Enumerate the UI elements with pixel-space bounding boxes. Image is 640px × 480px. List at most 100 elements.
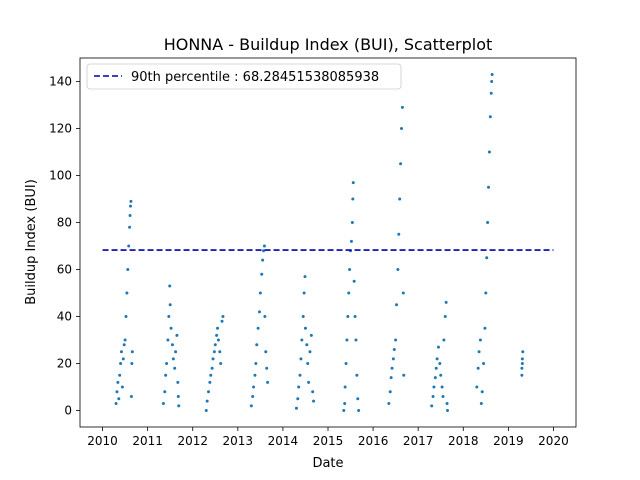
data-point	[401, 291, 405, 295]
data-point	[251, 394, 255, 398]
data-point	[520, 366, 524, 370]
data-point	[441, 394, 445, 398]
x-tick-label: 2016	[358, 434, 389, 448]
data-point	[350, 221, 354, 225]
data-point	[125, 291, 129, 295]
data-point	[210, 366, 214, 370]
data-point	[218, 350, 222, 354]
data-point	[258, 291, 262, 295]
data-point	[488, 115, 492, 119]
data-point	[254, 362, 258, 366]
data-point	[129, 199, 133, 203]
legend-box	[86, 63, 402, 90]
data-point	[399, 162, 403, 166]
data-point	[308, 350, 312, 354]
data-point	[487, 150, 491, 154]
data-point	[351, 181, 355, 185]
x-axis: 2010 2011 2012 2013 2014 2015 2016 2017 2018 2019…	[87, 427, 569, 448]
data-point	[212, 350, 216, 354]
data-point	[126, 268, 130, 272]
data-point	[207, 390, 211, 394]
data-point	[211, 357, 215, 361]
data-point	[220, 319, 224, 323]
data-point	[208, 380, 212, 384]
x-tick-label: 2020	[538, 434, 569, 448]
x-tick-label: 2011	[132, 434, 163, 448]
data-point	[175, 333, 179, 337]
y-tick-label: 80	[57, 216, 72, 230]
data-point	[260, 272, 264, 276]
chart-title: HONNA - Buildup Index (BUI), Scatterplot	[164, 35, 493, 54]
data-point	[344, 362, 348, 366]
data-point	[438, 362, 442, 366]
data-point	[127, 244, 131, 248]
data-point	[115, 390, 119, 394]
legend-label: 90th percentile : 68.28451538085938	[131, 70, 379, 85]
data-point	[490, 80, 494, 83]
data-point	[520, 357, 524, 361]
data-point	[219, 362, 223, 366]
data-point	[171, 357, 175, 361]
data-point	[129, 394, 133, 398]
x-axis-label: Date	[312, 456, 343, 471]
data-point	[433, 376, 437, 380]
data-point	[265, 366, 269, 370]
data-point	[346, 315, 350, 319]
data-point	[396, 268, 400, 272]
data-point	[479, 402, 483, 405]
data-point	[294, 406, 298, 410]
data-point	[221, 315, 225, 319]
data-point	[253, 373, 257, 377]
data-point	[311, 390, 315, 394]
data-point	[353, 315, 357, 319]
data-point	[343, 402, 347, 405]
data-point	[478, 338, 482, 342]
data-point	[440, 385, 444, 389]
data-point	[177, 404, 181, 408]
x-tick-label: 2015	[313, 434, 344, 448]
data-point	[312, 399, 316, 403]
data-point	[400, 105, 404, 109]
data-point	[252, 385, 256, 389]
data-point	[213, 343, 217, 347]
data-point	[216, 326, 220, 330]
data-point	[445, 409, 449, 413]
data-point	[168, 284, 172, 288]
data-point	[306, 362, 310, 366]
data-point	[345, 338, 349, 342]
data-point	[476, 366, 480, 370]
data-point	[352, 279, 356, 283]
data-point	[307, 380, 311, 384]
data-point	[173, 366, 177, 370]
y-tick-label: 20	[57, 357, 72, 371]
data-point	[176, 394, 180, 398]
data-point	[118, 373, 122, 377]
plot-frame	[79, 57, 577, 428]
data-point	[301, 315, 305, 319]
data-point	[402, 373, 406, 377]
data-point	[349, 239, 353, 243]
data-point	[430, 404, 434, 408]
data-point	[117, 397, 121, 401]
data-point	[357, 409, 361, 413]
data-point	[436, 345, 440, 349]
data-point	[354, 338, 358, 342]
data-point	[387, 402, 391, 405]
data-point	[264, 350, 268, 354]
data-point	[435, 357, 439, 361]
data-point	[124, 315, 128, 319]
data-point	[130, 362, 134, 366]
data-point	[262, 244, 266, 248]
data-point	[169, 326, 173, 330]
data-point	[257, 310, 261, 314]
x-tick-label: 2013	[223, 434, 254, 448]
data-point	[256, 326, 260, 330]
data-point	[342, 409, 346, 413]
data-point	[215, 333, 219, 337]
data-point	[120, 385, 124, 389]
data-point	[431, 394, 435, 398]
data-point	[129, 204, 132, 208]
data-point	[302, 291, 306, 295]
data-point	[309, 333, 313, 337]
data-point	[261, 258, 265, 262]
